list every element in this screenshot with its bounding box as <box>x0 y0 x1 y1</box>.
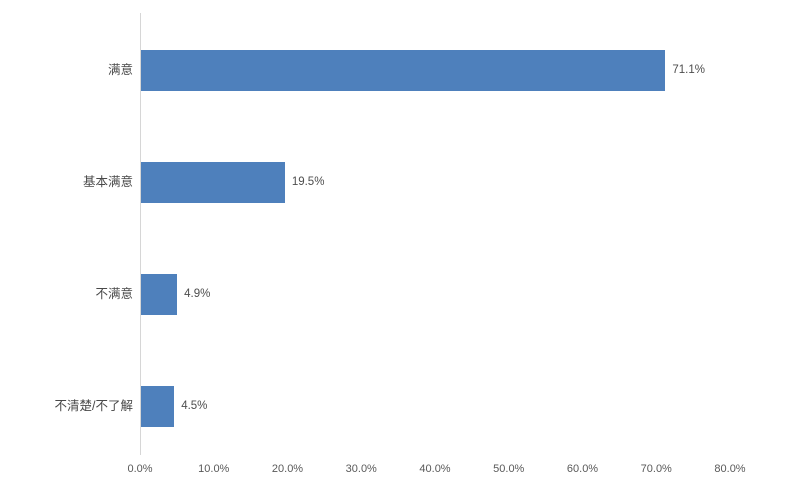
bar-2 <box>141 273 178 315</box>
x-tick-label: 10.0% <box>198 463 230 475</box>
x-tick-label: 40.0% <box>419 463 451 475</box>
x-tick-label: 60.0% <box>566 463 599 475</box>
x-tick-label: 20.0% <box>271 463 304 475</box>
x-tick-label: 80.0% <box>714 463 746 475</box>
data-label: 19.5% <box>291 176 325 188</box>
data-label: 4.9% <box>184 288 211 300</box>
data-label: 71.1% <box>672 64 705 76</box>
category-label: 不满意 <box>95 287 133 301</box>
bar-0 <box>141 49 666 91</box>
y-axis-line <box>140 13 141 455</box>
x-tick-label: 50.0% <box>493 463 525 475</box>
data-label: 4.5% <box>181 400 208 412</box>
x-tick-label: 70.0% <box>640 463 672 475</box>
bar-3 <box>141 385 175 427</box>
category-label: 基本满意 <box>82 175 133 189</box>
x-tick-label: 0.0% <box>127 463 153 475</box>
x-tick-label: 30.0% <box>345 463 377 475</box>
category-label: 满意 <box>107 63 133 77</box>
category-label: 不清楚/不了解 <box>54 399 133 413</box>
bar-1 <box>141 161 285 203</box>
